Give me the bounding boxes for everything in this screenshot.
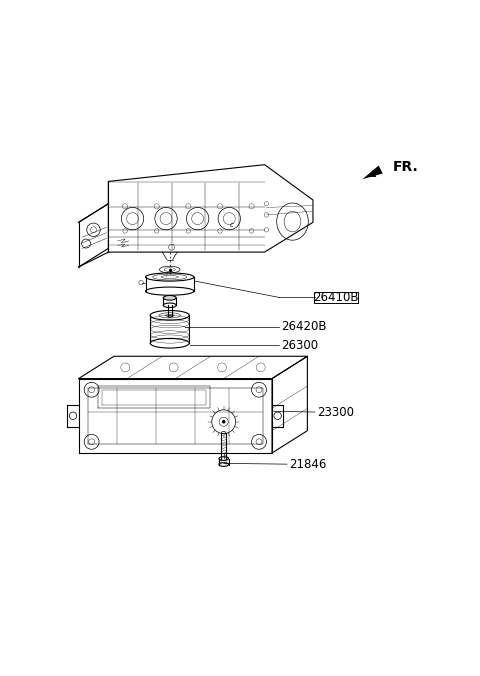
Text: 23300: 23300 bbox=[317, 406, 354, 418]
Text: 26300: 26300 bbox=[281, 339, 318, 352]
Polygon shape bbox=[362, 166, 383, 179]
Text: 21846: 21846 bbox=[289, 458, 326, 470]
Circle shape bbox=[222, 420, 226, 424]
Text: FR.: FR. bbox=[393, 160, 419, 174]
FancyBboxPatch shape bbox=[314, 292, 359, 303]
Text: c: c bbox=[229, 222, 233, 228]
Text: 26410B: 26410B bbox=[313, 291, 359, 304]
Text: 26420B: 26420B bbox=[281, 320, 327, 333]
